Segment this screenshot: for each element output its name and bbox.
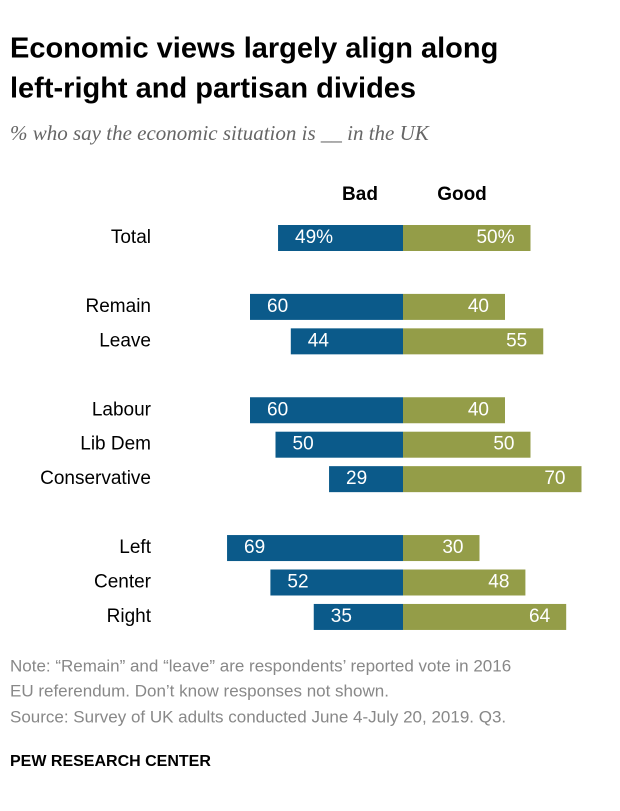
- bar: [403, 431, 531, 458]
- value-label: 40: [468, 296, 489, 317]
- value-label: 29: [346, 468, 367, 489]
- value-label: 64: [529, 606, 551, 627]
- value-label: 35: [331, 606, 352, 627]
- category-label: Lib Dem: [80, 434, 151, 455]
- bar: [403, 225, 531, 251]
- value-label: 30: [442, 537, 463, 558]
- category-label: Conservative: [40, 468, 151, 489]
- value-label: 60: [267, 399, 288, 420]
- category-label: Labour: [92, 399, 152, 420]
- bar: [403, 293, 505, 320]
- bar: [403, 535, 480, 562]
- category-label: Left: [119, 537, 151, 558]
- category-label: Center: [94, 572, 152, 593]
- bar: [313, 603, 403, 630]
- value-label: 55: [506, 330, 527, 351]
- bar: [250, 293, 403, 320]
- category-label: Remain: [86, 296, 151, 317]
- bar: [403, 603, 567, 630]
- bar: [403, 397, 505, 424]
- series-header: Good: [437, 184, 487, 205]
- value-label: 49%: [295, 227, 333, 248]
- chart-subtitle: % who say the economic situation is __ i…: [10, 121, 430, 145]
- value-label: 48: [488, 572, 509, 593]
- value-label: 50: [493, 434, 514, 455]
- credit: PEW RESEARCH CENTER: [10, 753, 211, 770]
- category-label: Leave: [99, 330, 151, 351]
- note: Note: “Remain” and “leave” are responden…: [10, 656, 511, 675]
- bar: [329, 466, 403, 493]
- bar: [270, 569, 403, 596]
- bar: [227, 535, 403, 562]
- category-label: Total: [111, 227, 151, 248]
- value-label: 70: [544, 468, 565, 489]
- chart-title: Economic views largely align along: [10, 33, 498, 65]
- value-label: 44: [308, 330, 330, 351]
- value-label: 60: [267, 296, 288, 317]
- bar: [403, 569, 526, 596]
- bar: [275, 431, 403, 458]
- series-header: Bad: [342, 184, 378, 205]
- bar: [290, 328, 403, 355]
- value-label: 52: [287, 572, 308, 593]
- bar: [250, 397, 403, 424]
- bar: [278, 225, 403, 251]
- value-label: 50: [293, 434, 314, 455]
- value-label: 50%: [476, 227, 514, 248]
- value-label: 40: [468, 399, 489, 420]
- bar: [403, 328, 544, 355]
- chart-title: left-right and partisan divides: [10, 73, 416, 105]
- note: EU referendum. Don’t know responses not …: [10, 681, 389, 700]
- source: Source: Survey of UK adults conducted Ju…: [10, 707, 506, 726]
- category-label: Right: [107, 606, 152, 627]
- value-label: 69: [244, 537, 265, 558]
- bar: [403, 466, 582, 493]
